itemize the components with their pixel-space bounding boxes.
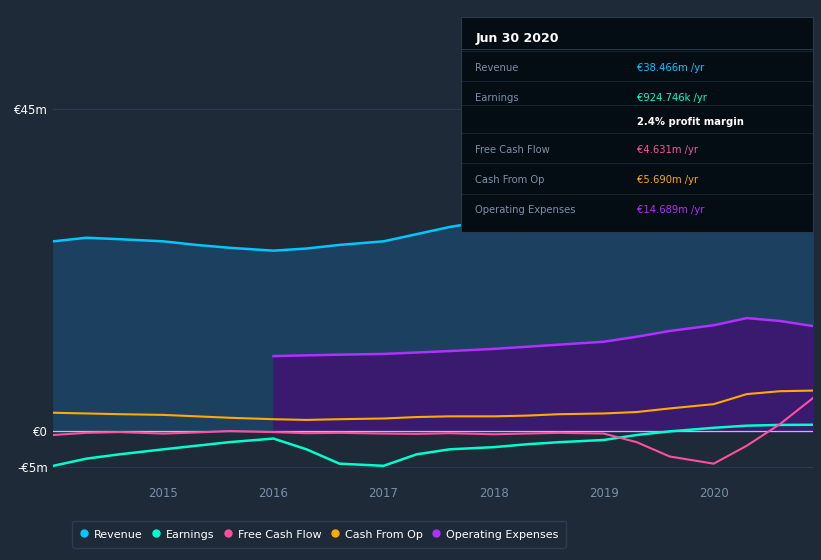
Text: 2.4% profit margin: 2.4% profit margin [637, 116, 744, 127]
Text: Earnings: Earnings [475, 93, 519, 103]
Text: Free Cash Flow: Free Cash Flow [475, 145, 550, 155]
Text: €38.466m /yr: €38.466m /yr [637, 63, 704, 73]
Text: €5.690m /yr: €5.690m /yr [637, 175, 698, 185]
Text: Operating Expenses: Operating Expenses [475, 205, 576, 215]
Text: €14.689m /yr: €14.689m /yr [637, 205, 704, 215]
Text: Cash From Op: Cash From Op [475, 175, 545, 185]
Text: Jun 30 2020: Jun 30 2020 [475, 32, 559, 45]
Legend: Revenue, Earnings, Free Cash Flow, Cash From Op, Operating Expenses: Revenue, Earnings, Free Cash Flow, Cash … [72, 521, 566, 548]
Text: €4.631m /yr: €4.631m /yr [637, 145, 698, 155]
Text: €924.746k /yr: €924.746k /yr [637, 93, 707, 103]
Text: Revenue: Revenue [475, 63, 519, 73]
